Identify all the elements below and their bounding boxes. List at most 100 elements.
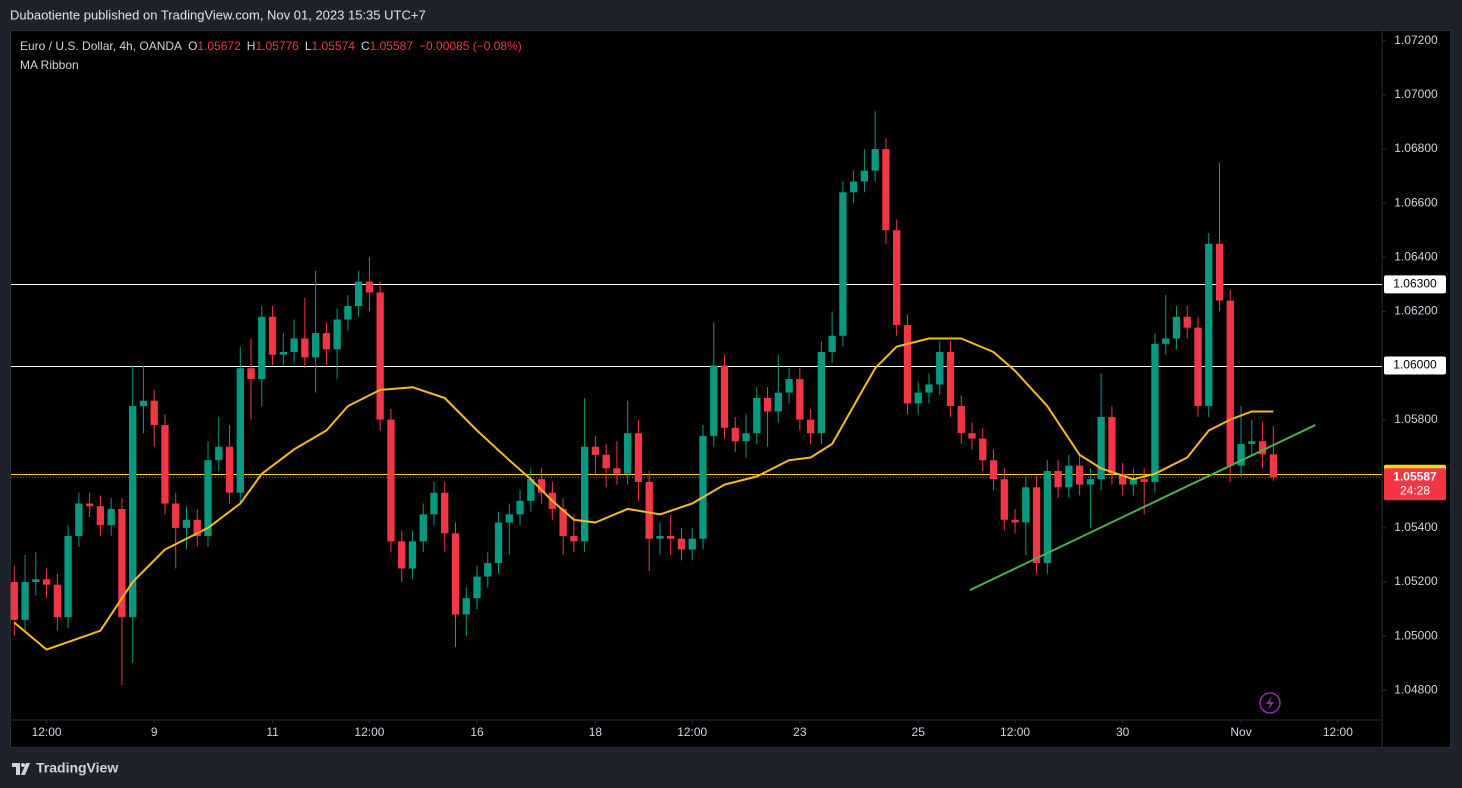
candle-body bbox=[279, 352, 287, 355]
symbol: Euro / U.S. Dollar, 4h, OANDA bbox=[20, 39, 182, 53]
candle-body bbox=[236, 368, 244, 493]
candle-body bbox=[408, 541, 417, 569]
candle-body bbox=[957, 406, 965, 434]
plot-area: 1.04800 1.05000 1.05200 1.05400 1.05800 1.062… bbox=[10, 33, 1438, 739]
legend-value: 1.05587 bbox=[370, 39, 414, 53]
candle-body bbox=[591, 446, 600, 455]
candle-body bbox=[118, 508, 126, 618]
candle-body bbox=[699, 435, 707, 539]
candle-body bbox=[989, 460, 998, 480]
candle-body bbox=[473, 576, 481, 599]
candle-body bbox=[1086, 479, 1095, 485]
x-tick-label: 11 bbox=[266, 725, 279, 739]
candle-body bbox=[387, 419, 395, 542]
y-tick-label: 1.06600 bbox=[1394, 195, 1438, 209]
y-tick-label: 1.06800 bbox=[1394, 141, 1438, 155]
candle-body bbox=[742, 433, 750, 442]
y-tick-label: 1.07200 bbox=[1394, 33, 1438, 47]
candle-body bbox=[613, 468, 621, 474]
candle-body bbox=[301, 338, 309, 358]
level-price-label: 1.06300 bbox=[1393, 277, 1437, 291]
candle-body bbox=[527, 479, 535, 501]
candle-body bbox=[914, 392, 922, 404]
legend-key: O bbox=[188, 39, 197, 53]
candle-body bbox=[946, 352, 955, 407]
level-price-box bbox=[1384, 275, 1446, 294]
y-tick-label: 1.05800 bbox=[1394, 412, 1438, 426]
candle-body bbox=[161, 425, 169, 504]
candle-body bbox=[376, 292, 384, 420]
candle-body bbox=[1183, 316, 1191, 328]
legend-line: Euro / U.S. Dollar, 4h, OANDA O1.05672 H1.… bbox=[20, 39, 522, 53]
candle-body bbox=[204, 460, 212, 536]
level-price-label: 1.06000 bbox=[1393, 358, 1437, 372]
candle-body bbox=[193, 519, 201, 536]
candle-body bbox=[580, 446, 589, 542]
candle-body bbox=[505, 514, 513, 523]
candle-body bbox=[494, 522, 503, 564]
y-tick-label: 1.06200 bbox=[1394, 304, 1438, 318]
candle-body bbox=[129, 406, 137, 618]
legend-key: H bbox=[247, 39, 256, 53]
candle-body bbox=[817, 352, 826, 434]
candle-body bbox=[849, 181, 858, 193]
candle-body bbox=[268, 316, 277, 355]
candle-body bbox=[398, 541, 406, 569]
level-price-box bbox=[1384, 356, 1446, 375]
x-tick-label: 25 bbox=[912, 725, 926, 739]
candle-body bbox=[1215, 243, 1224, 301]
candle-body bbox=[624, 433, 632, 474]
candle-body bbox=[10, 582, 18, 620]
y-tick-label: 1.06400 bbox=[1394, 249, 1438, 263]
candle-body bbox=[1140, 479, 1148, 482]
candle-body bbox=[85, 503, 94, 507]
candle-body bbox=[1129, 479, 1138, 485]
last-price-label: 1.05587 bbox=[1393, 469, 1437, 483]
candle-body bbox=[225, 446, 234, 493]
x-tick-label: 12:00 bbox=[1000, 725, 1030, 739]
candle-body bbox=[871, 149, 879, 171]
candle-body bbox=[441, 492, 449, 534]
candle-body bbox=[215, 446, 223, 461]
publish-header: Dubaotiente published on TradingView.com… bbox=[10, 7, 426, 22]
candle-body bbox=[484, 563, 492, 577]
trendline bbox=[969, 424, 1316, 592]
candle-body bbox=[774, 392, 782, 412]
candle-body bbox=[172, 503, 180, 528]
countdown-label: 24:28 bbox=[1400, 483, 1430, 497]
candle-body bbox=[860, 170, 869, 182]
candle-body bbox=[516, 500, 524, 515]
candle-body bbox=[806, 419, 815, 434]
candle-body bbox=[290, 338, 298, 352]
x-tick-label: 12:00 bbox=[32, 725, 62, 739]
candle-body bbox=[925, 384, 933, 393]
x-tick-label: 12:00 bbox=[354, 725, 384, 739]
x-tick-label: 12:00 bbox=[677, 725, 707, 739]
alert-icon[interactable] bbox=[1259, 692, 1281, 714]
candle-body bbox=[182, 519, 191, 528]
legend-change: −0.00085 (−0.08%) bbox=[419, 39, 522, 53]
candle-body bbox=[634, 433, 643, 482]
candle-body bbox=[936, 352, 944, 385]
candle-body bbox=[602, 454, 610, 469]
candle-body bbox=[451, 533, 460, 615]
y-tick-label: 1.05200 bbox=[1394, 574, 1438, 588]
candle-body bbox=[1065, 465, 1073, 488]
candle-body bbox=[1032, 487, 1041, 564]
candle-body bbox=[1205, 243, 1213, 407]
candle-body bbox=[796, 379, 804, 420]
x-tick-label: 18 bbox=[589, 725, 603, 739]
candle-body bbox=[1226, 300, 1234, 466]
candle-body bbox=[903, 324, 912, 404]
candle-body bbox=[354, 281, 363, 306]
candle-body bbox=[21, 582, 29, 620]
candle-body bbox=[785, 379, 793, 393]
indicator-name: MA Ribbon bbox=[20, 58, 79, 72]
candle-body bbox=[1075, 465, 1084, 485]
candle-body bbox=[64, 536, 72, 618]
candle-body bbox=[559, 508, 567, 536]
candle-body bbox=[667, 536, 675, 539]
candle-body bbox=[462, 598, 470, 615]
